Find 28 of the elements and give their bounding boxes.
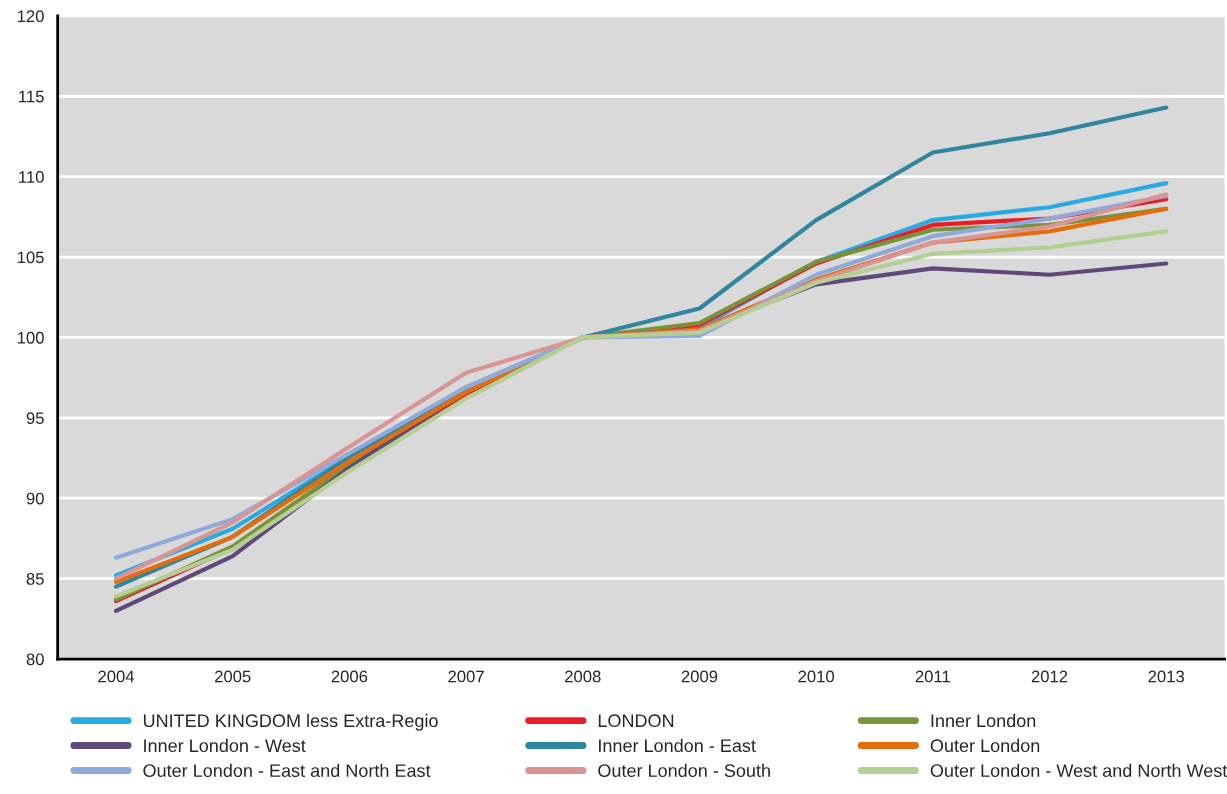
y-tick-label: 110 — [19, 171, 44, 183]
x-tick-label: 2011 — [915, 670, 950, 683]
y-tick-label: 90 — [26, 492, 44, 505]
x-tick-label: 2004 — [98, 670, 135, 683]
x-tick-label: 2006 — [331, 670, 368, 683]
x-tick-label: 2010 — [798, 670, 835, 683]
legend-label: Outer London - West and North West — [930, 763, 1227, 778]
legend-label: LONDON — [598, 714, 674, 728]
x-tick-label: 2007 — [448, 670, 484, 683]
y-tick-label: 105 — [17, 251, 44, 264]
y-tick-label: 80 — [26, 653, 44, 666]
y-tick-label: 120 — [17, 10, 44, 23]
legend-label: Inner London — [931, 713, 1036, 728]
y-tick-label: 85 — [26, 573, 44, 585]
legend-label: Outer London - East and North East — [143, 763, 431, 778]
legend-label: Inner London - West — [144, 738, 306, 753]
y-tick-label: 100 — [17, 331, 44, 344]
legend-label: Outer London - South — [598, 763, 770, 778]
legend-label: Inner London - East — [599, 738, 756, 753]
x-tick-label: 2008 — [565, 670, 601, 683]
legend-label: UNITED KINGDOM less Extra-Regio — [143, 713, 438, 731]
y-tick-label: 95 — [26, 412, 44, 425]
x-tick-label: 2013 — [1148, 670, 1185, 683]
y-tick-label: 115 — [19, 90, 44, 103]
legend-label: Outer London — [930, 738, 1040, 753]
x-tick-label: 2005 — [215, 670, 251, 683]
x-tick-label: 2012 — [1031, 670, 1068, 683]
x-tick-label: 2009 — [681, 670, 718, 683]
